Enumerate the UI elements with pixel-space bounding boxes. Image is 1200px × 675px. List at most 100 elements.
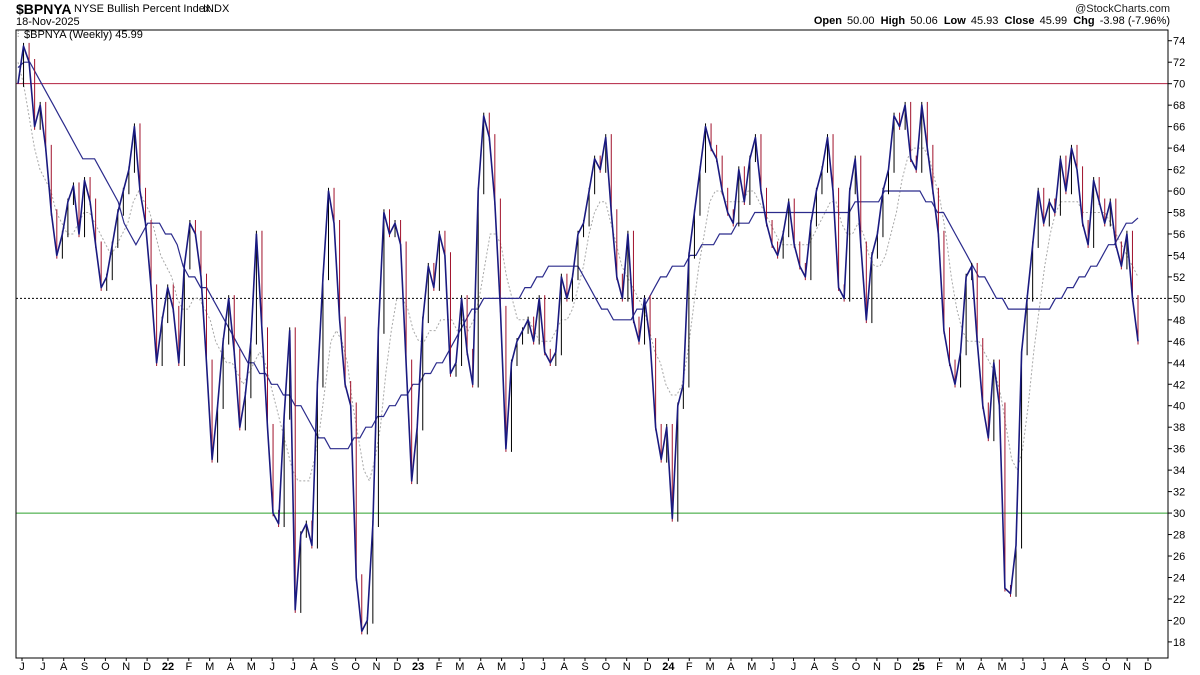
x-tick-label: A [60, 661, 68, 673]
x-tick-label: D [143, 661, 151, 673]
x-axis-ticks: J J A S O N D 22 F M A M J J A S O N D 23 F M A M J J A S O N D 24 F M A M J… [19, 658, 1152, 673]
y-tick-label: 44 [1173, 358, 1185, 370]
reference-lines [16, 83, 1168, 514]
chg-label: Chg [1073, 15, 1095, 27]
y-tick-label: 60 [1173, 186, 1185, 198]
y-axis-ticks: 18 20 22 24 26 28 30 32 34 36 38 40 42 44 46 48 50 52 54 56… [1168, 36, 1185, 649]
legend-swatch-icon: ⫶ [17, 29, 19, 39]
y-tick-label: 54 [1173, 250, 1185, 262]
y-tick-label: 42 [1173, 379, 1185, 391]
x-tick-label: O [101, 661, 110, 673]
x-tick-label: J [541, 661, 547, 673]
x-tick-label: J [770, 661, 776, 673]
high-value: 50.06 [910, 15, 938, 27]
open-label: Open [813, 15, 842, 27]
x-tick-label: A [310, 661, 318, 673]
ohlc-readout: Open 50.00 High 50.06 Low 45.93 Close 45… [814, 15, 1170, 27]
chart-axes [15, 29, 1169, 659]
x-tick-label: 22 [162, 661, 174, 673]
low-label: Low [943, 15, 966, 27]
price-series [17, 45, 1139, 633]
x-tick-label: A [560, 661, 568, 673]
x-tick-label: A [978, 661, 986, 673]
exchange-label: INDX [203, 3, 230, 15]
y-tick-label: 20 [1173, 615, 1185, 627]
x-tick-label: A [811, 661, 819, 673]
chart-header: $BPNYA NYSE Bullish Percent Index INDX 1… [0, 0, 1200, 30]
legend-text: $BPNYA (Weekly) 45.99 [24, 29, 143, 41]
x-tick-label: 23 [412, 661, 424, 673]
y-tick-label: 32 [1173, 487, 1185, 499]
x-tick-label: N [373, 661, 381, 673]
open-value: 50.00 [847, 15, 875, 27]
close-label: Close [1004, 15, 1035, 27]
x-tick-label: D [644, 661, 652, 673]
x-tick-label: S [832, 661, 839, 673]
y-tick-label: 62 [1173, 165, 1185, 177]
x-tick-label: M [455, 661, 464, 673]
x-tick-label: O [1102, 661, 1111, 673]
x-tick-label: O [852, 661, 861, 673]
chg-value: -3.98 (-7.96%) [1099, 15, 1170, 27]
y-tick-label: 66 [1173, 122, 1185, 134]
x-tick-label: A [477, 661, 485, 673]
y-tick-label: 40 [1173, 401, 1185, 413]
x-tick-label: S [1082, 661, 1089, 673]
x-tick-label: N [873, 661, 881, 673]
y-tick-label: 72 [1173, 57, 1185, 69]
x-tick-label: M [997, 661, 1006, 673]
x-tick-label: S [331, 661, 338, 673]
y-tick-label: 50 [1173, 293, 1185, 305]
x-tick-label: M [247, 661, 256, 673]
x-tick-label: A [227, 661, 235, 673]
x-tick-label: M [956, 661, 965, 673]
x-tick-label: S [581, 661, 588, 673]
x-tick-label: A [1061, 661, 1069, 673]
x-tick-label: N [1123, 661, 1131, 673]
y-tick-label: 38 [1173, 422, 1185, 434]
y-tick-label: 22 [1173, 594, 1185, 606]
index-name: NYSE Bullish Percent Index [74, 3, 211, 15]
y-tick-label: 24 [1173, 572, 1185, 584]
x-tick-label: D [1144, 661, 1152, 673]
price-line [17, 45, 1139, 633]
y-tick-label: 28 [1173, 530, 1185, 542]
x-tick-label: J [520, 661, 526, 673]
chart-date: 18-Nov-2025 [16, 16, 80, 28]
stockcharts-watermark: @StockCharts.com [1075, 3, 1170, 15]
low-value: 45.93 [970, 15, 999, 27]
x-tick-label: 24 [662, 661, 675, 673]
symbol-label: $BPNYA [16, 1, 72, 17]
x-tick-label: J [290, 661, 296, 673]
x-tick-label: D [894, 661, 902, 673]
y-tick-label: 58 [1173, 207, 1185, 219]
y-tick-label: 26 [1173, 551, 1185, 563]
x-tick-label: F [436, 661, 443, 673]
x-tick-label: D [393, 661, 401, 673]
y-tick-label: 70 [1173, 79, 1185, 91]
y-tick-label: 18 [1173, 637, 1185, 649]
x-tick-label: J [19, 661, 25, 673]
x-tick-label: M [747, 661, 756, 673]
x-tick-label: J [1020, 661, 1026, 673]
x-tick-label: M [706, 661, 715, 673]
x-tick-label: F [185, 661, 192, 673]
plot-frame [15, 29, 1169, 659]
y-tick-label: 36 [1173, 444, 1185, 456]
y-tick-label: 56 [1173, 229, 1185, 241]
x-tick-label: N [122, 661, 130, 673]
x-tick-label: O [602, 661, 611, 673]
x-tick-label: S [81, 661, 88, 673]
y-tick-label: 30 [1173, 508, 1185, 520]
y-tick-label: 64 [1173, 143, 1185, 155]
x-tick-label: J [269, 661, 275, 673]
chart-legend: ⫶ $BPNYA (Weekly) 45.99 [17, 29, 143, 41]
x-tick-label: J [791, 661, 797, 673]
x-tick-label: 25 [913, 661, 925, 673]
high-label: High [880, 15, 906, 27]
x-tick-label: M [205, 661, 214, 673]
x-tick-label: N [623, 661, 631, 673]
x-tick-label: M [497, 661, 506, 673]
x-tick-label: J [1041, 661, 1047, 673]
